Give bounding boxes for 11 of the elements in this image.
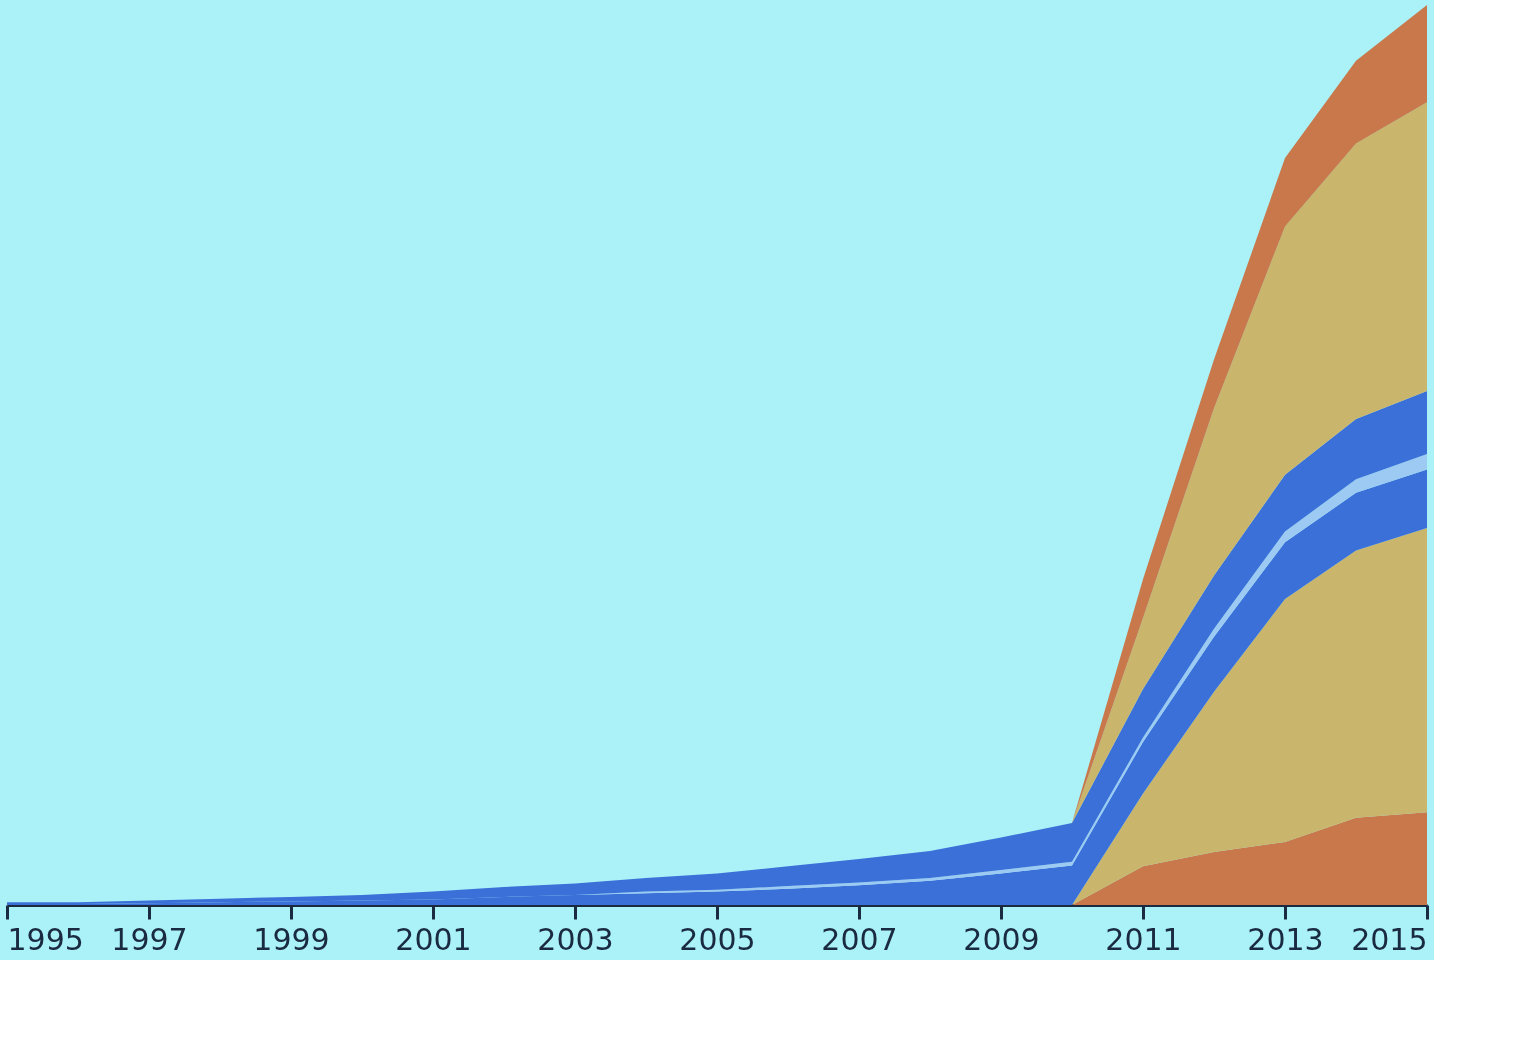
- x-tick-label: 2015: [1351, 921, 1428, 957]
- x-tick-label: 2001: [395, 921, 472, 957]
- x-tick-label: 1997: [111, 921, 188, 957]
- x-tick-label: 1999: [253, 921, 330, 957]
- x-tick-label: 1995: [7, 921, 84, 957]
- x-tick-label: 2011: [1105, 921, 1182, 957]
- x-tick-label: 2009: [963, 921, 1040, 957]
- x-tick-label: 2005: [679, 921, 756, 957]
- x-tick-label: 2003: [537, 921, 614, 957]
- x-tick-label: 2007: [821, 921, 898, 957]
- x-tick-label: 2013: [1247, 921, 1324, 957]
